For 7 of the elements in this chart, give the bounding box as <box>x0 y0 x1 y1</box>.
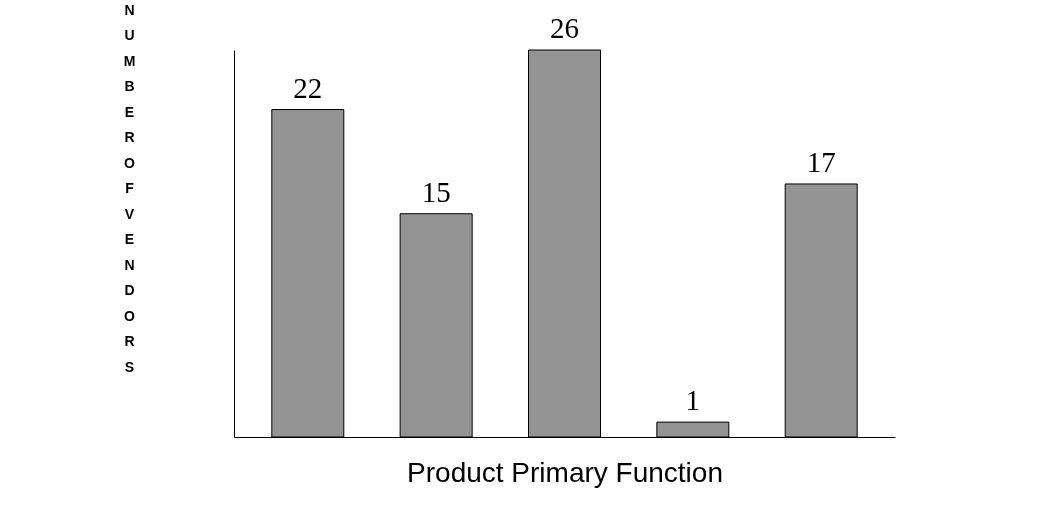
data-label: 15 <box>421 175 451 208</box>
text: NUMBER OF VENDORS <box>123 1 136 375</box>
data-label: 22 <box>293 71 323 104</box>
data-label: 1 <box>685 384 701 417</box>
data-label: 17 <box>806 145 836 178</box>
data-label: 26 <box>550 12 579 44</box>
x-axis-title: Product Primary Function <box>407 456 723 488</box>
